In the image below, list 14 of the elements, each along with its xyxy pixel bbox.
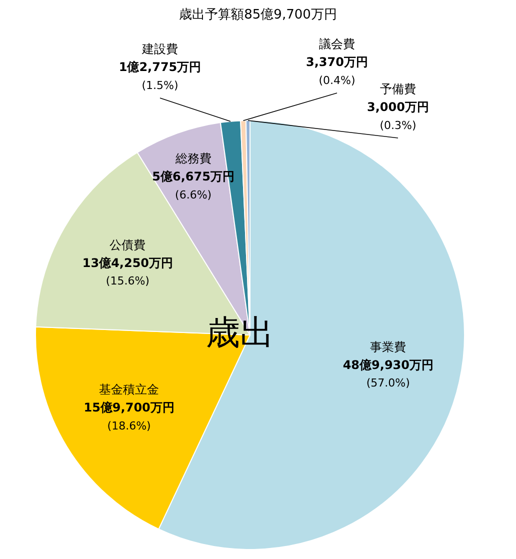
data-label: 48億9,930万円 (57.0%)	[342, 358, 434, 390]
data-label: 13億4,250万円 (15.6%)	[82, 256, 174, 288]
data-label: 3,370万円 (0.4%)	[306, 55, 368, 87]
slice-label: 予備費	[380, 82, 416, 96]
slice-label: 基金積立金	[99, 382, 160, 397]
chart-title: 歳出予算額85億9,700万円	[179, 7, 337, 22]
data-label: 3,000万円 (0.3%)	[367, 100, 429, 132]
slice-label: 総務費	[174, 152, 212, 166]
slice-label: 事業費	[370, 340, 406, 354]
slice-label: 建設費	[141, 42, 178, 56]
data-label: 15億9,700万円 (18.6%)	[84, 400, 174, 432]
data-label: 1億2,775万円 (1.5%)	[118, 60, 202, 92]
slice-label: 公債費	[110, 238, 146, 252]
slice-label: 議会費	[319, 37, 355, 52]
